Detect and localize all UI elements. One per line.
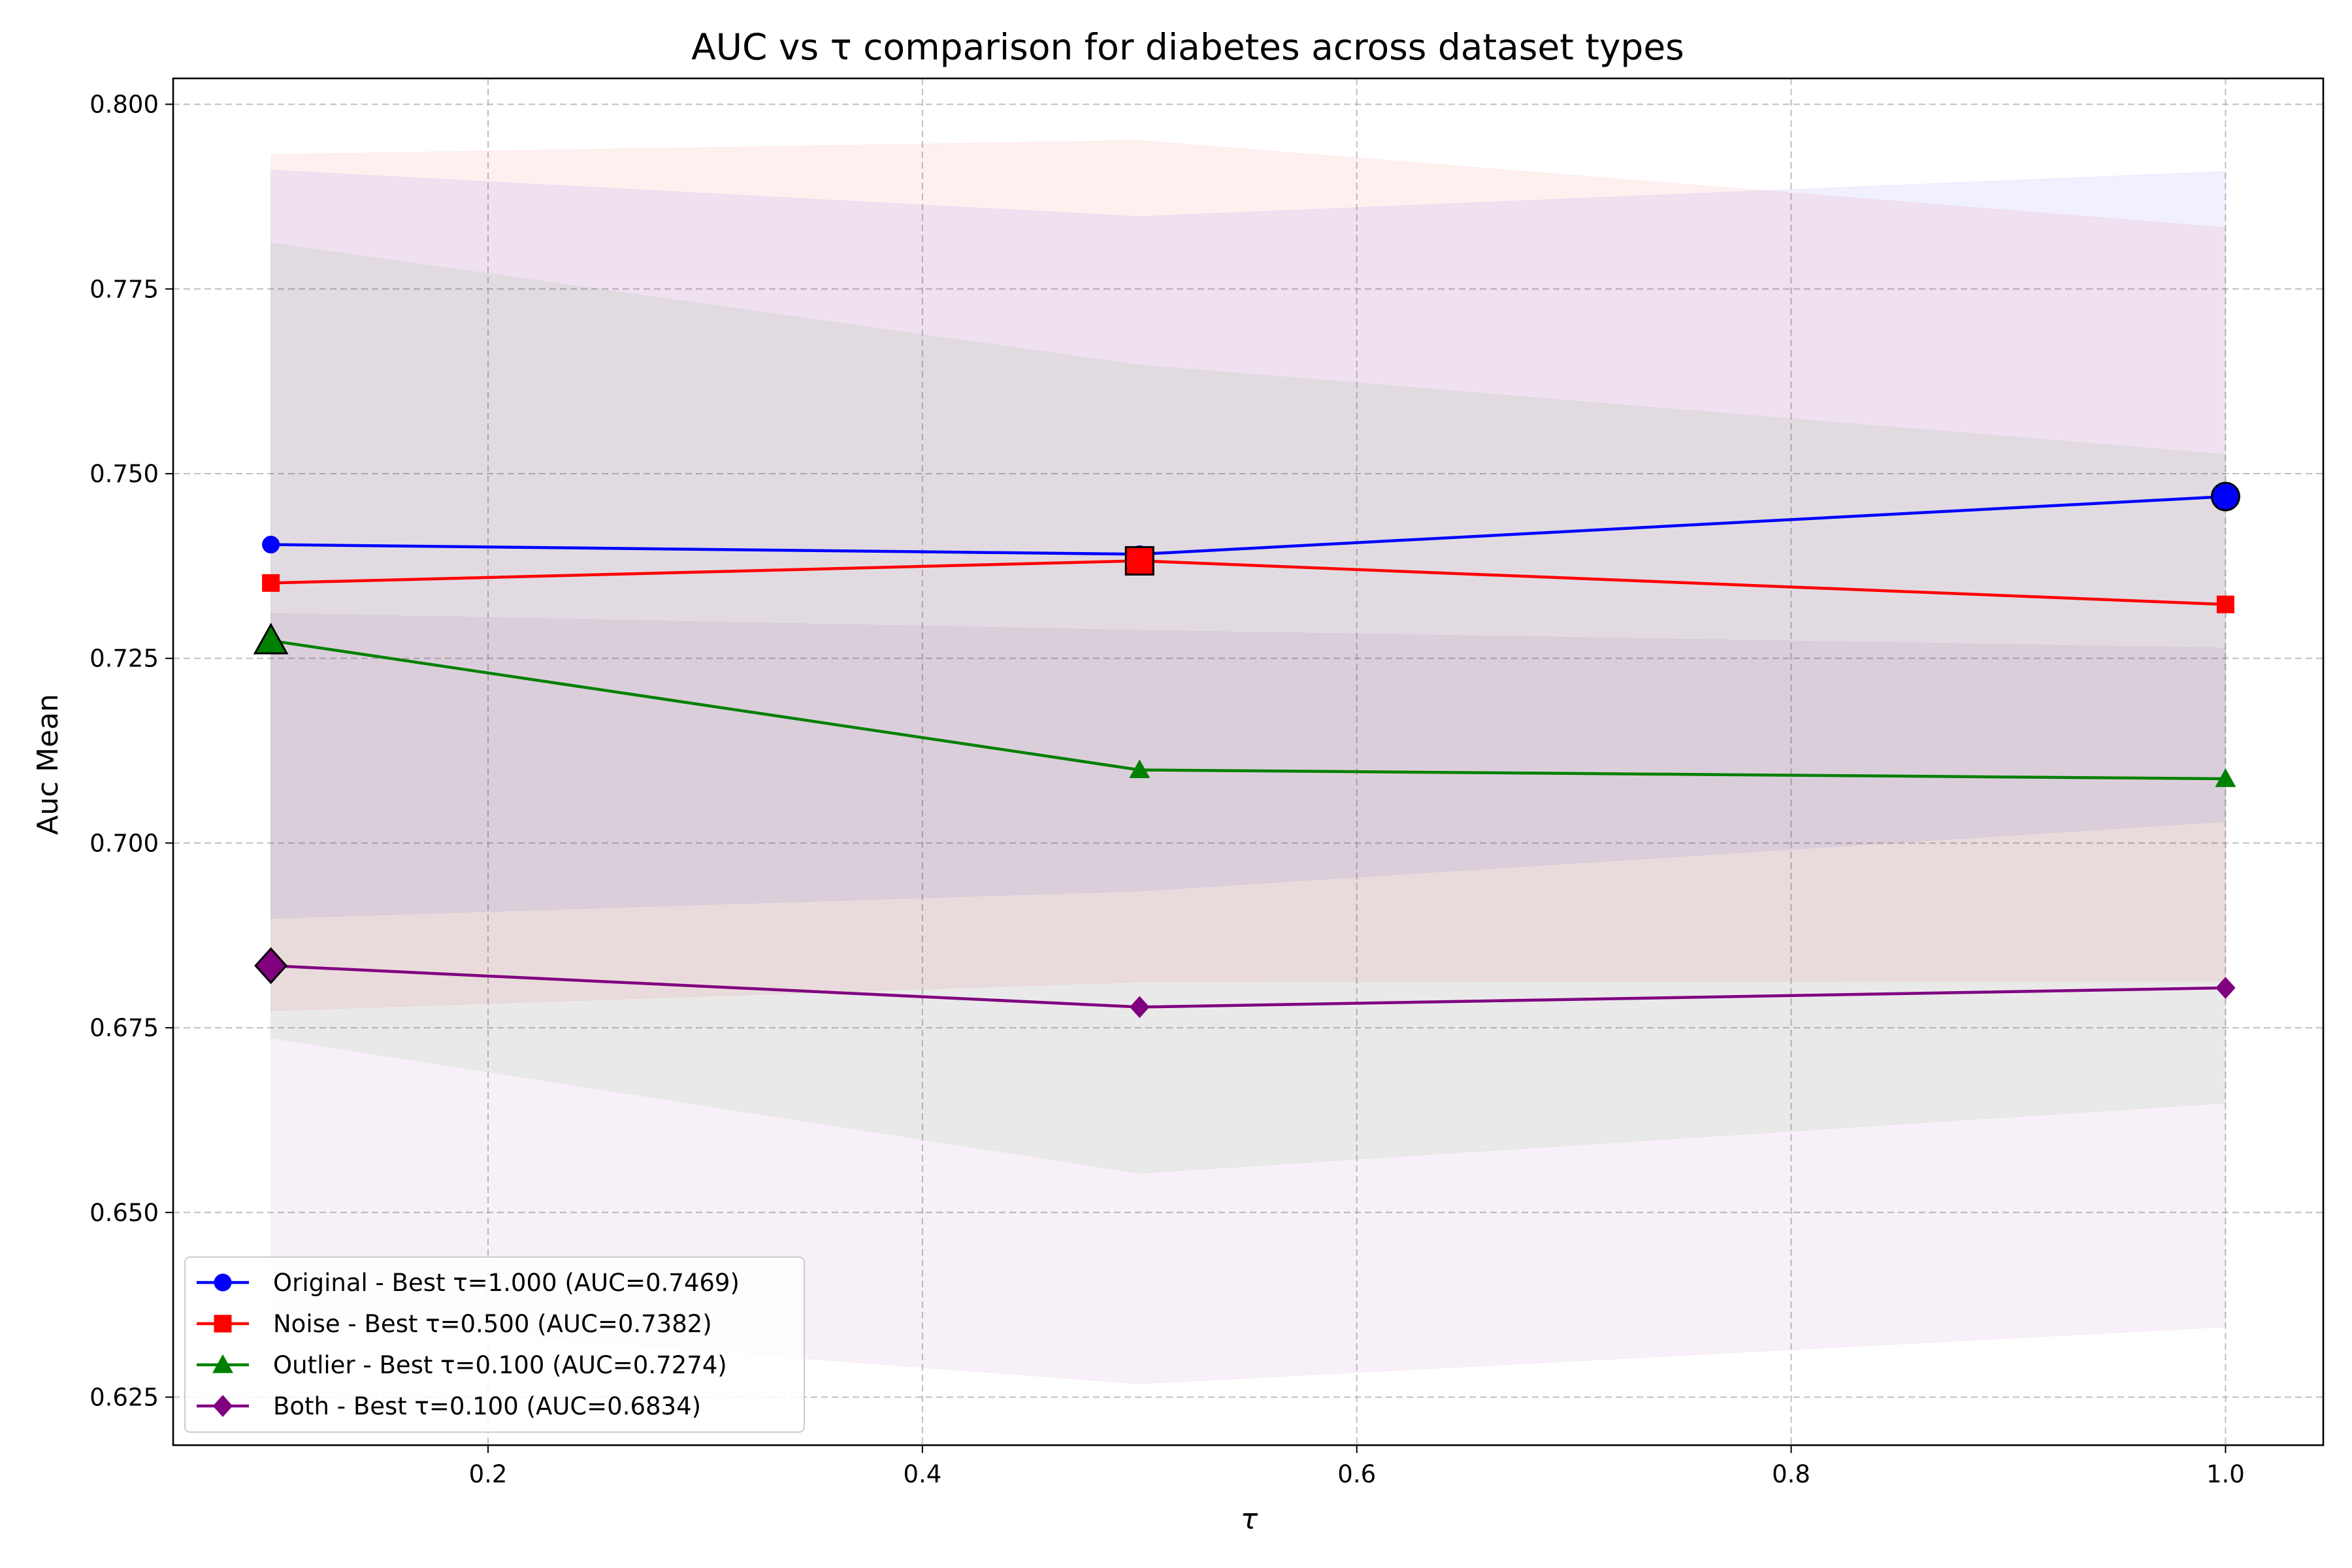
- legend-label: Outlier - Best τ=0.100 (AUC=0.7274): [273, 1351, 727, 1379]
- y-axis-ticks: 0.625 0.650 0.675 0.700 0.725 0.750 0.775 0.800: [90, 91, 173, 1411]
- x-axis-ticks: 0.2 0.4 0.6 0.8 1.0: [469, 1445, 2245, 1488]
- data-point-marker: [1129, 759, 1151, 779]
- y-tick-label: 0.650: [90, 1199, 159, 1227]
- data-point-marker: [2216, 595, 2234, 613]
- data-point-marker: [253, 623, 289, 655]
- x-tick-label: 0.2: [469, 1460, 508, 1488]
- y-axis-label: Auc Mean: [31, 694, 65, 835]
- y-tick-label: 0.750: [90, 460, 159, 488]
- chart-title: AUC vs τ comparison for diabetes across …: [691, 26, 1684, 68]
- series-markers: [253, 482, 2240, 1019]
- data-point-marker: [262, 574, 280, 592]
- data-point-marker: [2210, 482, 2240, 512]
- y-tick-label: 0.625: [90, 1383, 159, 1411]
- x-tick-label: 0.8: [1772, 1460, 1810, 1488]
- x-axis-label: τ: [1241, 1503, 1258, 1536]
- legend-marker: [214, 1315, 232, 1333]
- legend-marker: [212, 1395, 233, 1417]
- legend: Original - Best τ=1.000 (AUC=0.7469) Nois…: [184, 1256, 805, 1433]
- legend-label: Noise - Best τ=0.500 (AUC=0.7382): [273, 1310, 712, 1338]
- y-tick-label: 0.675: [90, 1014, 159, 1042]
- legend-label: Original - Best τ=1.000 (AUC=0.7469): [273, 1269, 740, 1297]
- y-tick-label: 0.800: [90, 91, 159, 119]
- plot-frame: [172, 77, 2325, 1446]
- y-tick-label: 0.700: [90, 829, 159, 857]
- x-tick-label: 0.4: [903, 1460, 941, 1488]
- data-point-marker: [2215, 977, 2236, 999]
- y-tick-label: 0.775: [90, 275, 159, 303]
- data-point-marker: [1124, 546, 1154, 576]
- data-point-marker: [254, 947, 288, 985]
- legend-marker: [214, 1273, 232, 1292]
- data-point-marker: [262, 536, 280, 554]
- x-tick-label: 1.0: [2206, 1460, 2245, 1488]
- legend-marker: [212, 1354, 233, 1373]
- data-point-marker: [1130, 996, 1150, 1019]
- legend-label: Both - Best τ=0.100 (AUC=0.6834): [273, 1392, 701, 1420]
- x-tick-label: 0.6: [1337, 1460, 1376, 1488]
- confidence-bands: [270, 140, 2226, 1384]
- legend-box: [184, 1256, 805, 1433]
- data-point-marker: [2215, 768, 2236, 787]
- y-tick-label: 0.725: [90, 645, 159, 673]
- confidence-band: [270, 242, 2226, 1174]
- confidence-band: [270, 169, 2226, 919]
- grid: [173, 78, 2323, 1445]
